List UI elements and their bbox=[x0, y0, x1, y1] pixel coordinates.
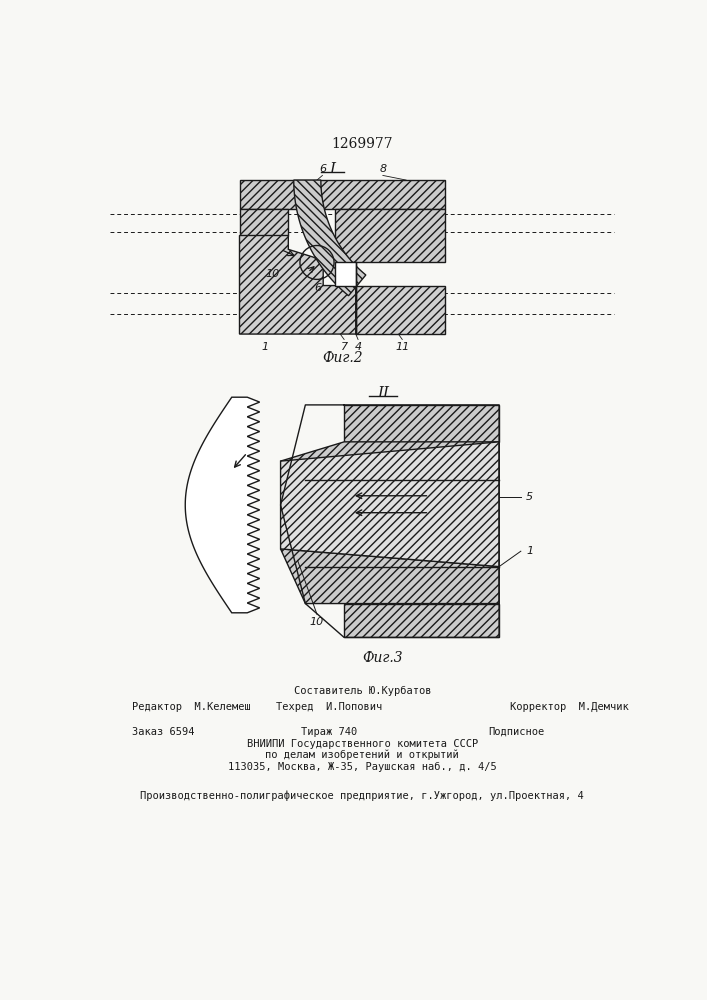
Polygon shape bbox=[356, 286, 445, 334]
Text: 10: 10 bbox=[266, 269, 280, 279]
Text: Фиг.2: Фиг.2 bbox=[322, 351, 363, 365]
Polygon shape bbox=[240, 235, 356, 334]
Text: I: I bbox=[329, 162, 336, 176]
Polygon shape bbox=[335, 262, 356, 286]
Text: 6: 6 bbox=[314, 283, 322, 293]
Text: 8: 8 bbox=[380, 164, 387, 174]
Text: 11: 11 bbox=[395, 342, 409, 352]
Polygon shape bbox=[281, 442, 499, 567]
Polygon shape bbox=[344, 405, 499, 442]
Text: Тираж 740: Тираж 740 bbox=[301, 727, 358, 737]
Polygon shape bbox=[281, 549, 499, 604]
Text: Производственно-полиграфическое предприятие, г.Ужгород, ул.Проектная, 4: Производственно-полиграфическое предприя… bbox=[141, 791, 584, 801]
Polygon shape bbox=[293, 180, 366, 296]
Polygon shape bbox=[281, 442, 499, 480]
Text: 5: 5 bbox=[526, 492, 533, 502]
Text: 7: 7 bbox=[341, 342, 348, 352]
Text: Корректор  М.Демчик: Корректор М.Демчик bbox=[510, 702, 629, 712]
Text: 1269977: 1269977 bbox=[331, 137, 393, 151]
Text: 113035, Москва, Ж-35, Раушская наб., д. 4/5: 113035, Москва, Ж-35, Раушская наб., д. … bbox=[228, 762, 497, 772]
Text: ВНИИПИ Государственного комитета СССР: ВНИИПИ Государственного комитета СССР bbox=[247, 739, 478, 749]
Text: Заказ 6594: Заказ 6594 bbox=[132, 727, 194, 737]
Text: Техред  И.Попович: Техред И.Попович bbox=[276, 702, 382, 712]
Polygon shape bbox=[185, 397, 259, 613]
Text: Редактор  М.Келемеш: Редактор М.Келемеш bbox=[132, 702, 251, 712]
Text: Подписное: Подписное bbox=[489, 727, 544, 737]
Text: 4: 4 bbox=[354, 342, 362, 352]
Text: 1: 1 bbox=[262, 342, 269, 352]
Text: II: II bbox=[377, 386, 389, 400]
Polygon shape bbox=[240, 209, 288, 235]
Polygon shape bbox=[344, 604, 499, 637]
Text: Составитель Ю.Курбатов: Составитель Ю.Курбатов bbox=[293, 686, 431, 696]
Text: Фиг.3: Фиг.3 bbox=[363, 651, 403, 665]
Text: 1: 1 bbox=[526, 546, 533, 556]
Polygon shape bbox=[335, 209, 445, 262]
Polygon shape bbox=[240, 180, 445, 209]
Text: 6: 6 bbox=[319, 164, 326, 174]
Text: по делам изобретений и открытий: по делам изобретений и открытий bbox=[265, 750, 460, 760]
Text: 10: 10 bbox=[310, 617, 324, 627]
